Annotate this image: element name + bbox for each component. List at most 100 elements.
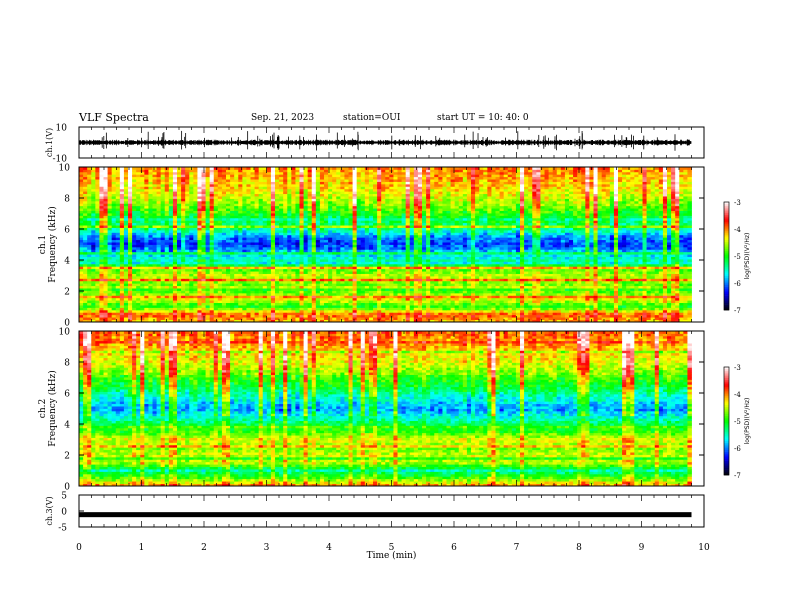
colorbar-segment [724,223,729,226]
colorbar-tick-label: -7 [734,472,741,480]
colorbar-segment [724,376,729,379]
x-tick-label: 8 [576,543,582,553]
colorbar-segment [724,372,729,375]
colorbar-segment [724,419,729,422]
y-tick-label: 0 [64,319,70,329]
colorbar-tick-label: -5 [734,253,741,261]
colorbar-segment [724,261,729,264]
spectrogram-cells-2 [79,331,692,487]
colorbar-segment [724,274,729,277]
colorbar-segment [724,286,729,289]
colorbar-segment [724,421,729,424]
colorbar-segment [724,386,729,389]
colorbar-segment [724,207,729,210]
colorbar-segment [724,256,729,259]
date-label: Sep. 21, 2023 [251,113,315,123]
colorbar-segment [724,397,729,400]
x-tick-label: 9 [639,543,645,553]
colorbar-segment [724,259,729,262]
start-time-label: start UT = 10: 40: 0 [437,113,529,123]
colorbar-segment [724,439,729,442]
colorbar-segment [724,460,729,463]
colorbar-segment [724,229,729,232]
colorbar-segment [724,473,729,476]
y-tick-label: 8 [64,359,70,369]
colorbar-segment [724,458,729,461]
colorbar-segment [724,284,729,287]
colorbar-segment [724,279,729,282]
colorbar-segment [724,471,729,474]
y-tick-label: 4 [64,421,70,431]
colorbar-segment [724,428,729,431]
colorbar-segment [724,426,729,429]
colorbar-segment [724,209,729,212]
colorbar-segment [724,211,729,214]
colorbar-tick-label: -5 [734,418,741,426]
colorbar-segment [724,257,729,260]
spectrogram-cells-1 [79,167,692,323]
colorbar-tick-label: -6 [734,445,741,453]
colorbar-segment [724,297,729,300]
colorbar-segment [724,444,729,447]
colorbar-segment [724,212,729,215]
colorbar-segment [724,394,729,397]
colorbar-segment [724,399,729,402]
x-axis-label: Time (min) [367,550,417,561]
colorbar-segment [724,415,729,418]
y-tick-label: 10 [56,124,68,134]
colorbar-segment [724,422,729,425]
x-tick-label: 7 [514,543,520,553]
colorbar-segment [724,390,729,393]
colorbar-segment [724,430,729,433]
colorbar-segment [724,221,729,224]
colorbar-segment [724,290,729,293]
chart-title: VLF Spectra [79,111,149,124]
colorbar-segment [724,214,729,217]
colorbar-segment [724,433,729,436]
x-tick-label: 10 [698,543,710,553]
y-tick-label: -10 [53,155,68,165]
y-tick-label: 2 [64,288,70,298]
colorbar-segment [724,234,729,237]
y-axis-label: ch.1(V) [45,128,54,157]
colorbar-segment [724,370,729,373]
colorbar-segment [724,238,729,241]
colorbar-segment [724,288,729,291]
colorbar-tick-label: -4 [734,391,741,399]
colorbar-segment [724,225,729,228]
colorbar-segment [724,446,729,449]
colorbar-segment [724,467,729,470]
colorbar-tick-label: -3 [734,364,741,372]
y-tick-label: 10 [59,328,71,338]
colorbar-segment [724,401,729,404]
colorbar-segment [724,368,729,371]
colorbar-segment [724,243,729,246]
colorbar-segment [724,424,729,427]
colorbar-segment [724,292,729,295]
colorbar-segment [724,241,729,244]
colorbar-segment [724,437,729,440]
colorbar-segment [724,263,729,266]
waveform-trace-3 [79,512,692,518]
colorbar-segment [724,374,729,377]
colorbar-tick-label: -7 [734,307,741,315]
colorbar-segment [724,245,729,248]
colorbar-segment [724,308,729,311]
y-tick-label: 10 [59,164,71,174]
colorbar-segment [724,388,729,391]
colorbar-segment [724,417,729,420]
colorbar-segment [724,268,729,271]
colorbar-segment [724,457,729,460]
colorbar-segment [724,270,729,273]
y-axis-label: Frequency (kHz) [47,370,58,447]
colorbar-tick-label: -4 [734,226,741,234]
colorbar-segment [724,248,729,251]
colorbar-tick-label: -3 [734,199,741,207]
colorbar-segment [724,275,729,278]
colorbar-segment [724,440,729,443]
y-axis-label: ch.3(V) [45,496,54,525]
station-label: station=OUI [343,113,401,123]
colorbar-segment [724,410,729,413]
colorbar-segment [724,247,729,250]
y-tick-label: 4 [64,257,70,267]
